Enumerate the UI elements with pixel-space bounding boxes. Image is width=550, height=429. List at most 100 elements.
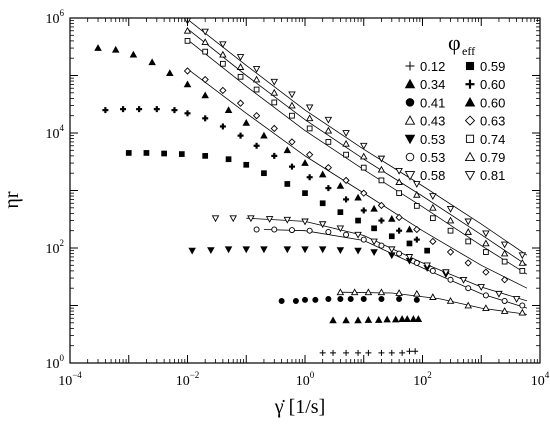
data-point [270,124,278,133]
legend-label: 0.60 [480,77,505,92]
legend-item: 0.34 [404,77,445,92]
data-point [324,163,333,172]
legend-item: 0.58 [404,168,445,183]
data-point [396,250,403,257]
data-point [396,227,403,234]
data-point [464,228,472,235]
legend-item: 0.63 [464,114,505,129]
series-4 [336,288,527,316]
data-point [219,41,227,49]
data-point [388,252,396,260]
legend-label: 0.58 [420,168,445,183]
data-point [319,349,326,356]
data-point [465,285,472,292]
data-point [378,177,385,184]
data-point [301,246,309,254]
data-point [429,293,437,300]
data-point [374,316,383,323]
data-point [283,246,292,254]
data-point [324,126,333,134]
legend-item: 0.53 [404,132,445,147]
data-point [342,176,350,185]
data-point [284,181,291,187]
legend-marker [464,151,476,162]
data-point [237,132,244,139]
data-point [482,230,490,238]
legend-marker [465,79,475,89]
data-point [261,170,267,177]
data-point [270,78,279,86]
data-point [518,252,527,260]
data-point [395,167,403,175]
series-13 [183,26,527,266]
data-point [260,246,268,254]
data-point [359,142,368,150]
data-point [388,246,396,254]
data-point [253,142,260,149]
data-point [183,67,192,75]
x-tick-label: 102 [413,370,432,389]
data-point [405,225,414,233]
data-point [360,236,367,243]
data-point [429,237,437,246]
data-point [102,107,109,114]
data-point [519,302,526,309]
data-point [413,259,420,266]
data-point [413,289,421,297]
data-point [378,295,385,302]
data-point [202,153,209,159]
y-tick-label: 100 [46,353,65,372]
data-point [201,28,209,36]
data-point [395,289,403,296]
data-point [336,247,345,255]
data-point [347,295,354,302]
data-point [265,216,274,223]
data-point [464,301,472,309]
legend-label: 0.12 [420,59,445,74]
data-point [405,254,414,261]
legend-label: 0.81 [480,168,505,183]
data-point [519,268,526,274]
series-14 [183,17,527,260]
data-point [219,86,227,95]
data-point [423,262,431,270]
data-point [319,200,326,207]
data-point [94,44,102,51]
series-12 [184,38,526,274]
data-point [292,297,299,304]
data-point [301,218,309,226]
data-point [219,50,227,58]
data-point [512,296,521,303]
data-point [396,295,403,302]
x-tick-label: 100 [296,370,315,389]
data-marks [94,17,527,356]
data-point [378,349,385,356]
data-point [288,91,296,99]
data-point [388,215,396,222]
data-point [161,150,167,157]
data-point [253,86,260,93]
data-point [429,215,436,222]
legend-marker [405,61,415,71]
legend-item: 0.60 [464,95,505,110]
y-tick-label: 104 [46,123,65,142]
data-point [202,115,209,122]
data-point [342,130,350,137]
legend-marker [464,171,476,181]
legend-label: 0.60 [480,95,505,110]
data-point [330,349,337,356]
data-point [201,75,209,84]
data-point [188,247,196,255]
data-point [120,106,127,113]
data-point [377,288,386,296]
data-point [184,38,191,44]
data-point [306,125,313,132]
y-tick-label: 102 [46,238,65,257]
data-point [224,246,233,254]
data-point [166,69,174,76]
data-point [312,296,319,303]
data-point [306,227,313,234]
data-point [336,182,345,189]
legend-item: 0.53 [405,150,445,165]
data-point [398,315,406,322]
